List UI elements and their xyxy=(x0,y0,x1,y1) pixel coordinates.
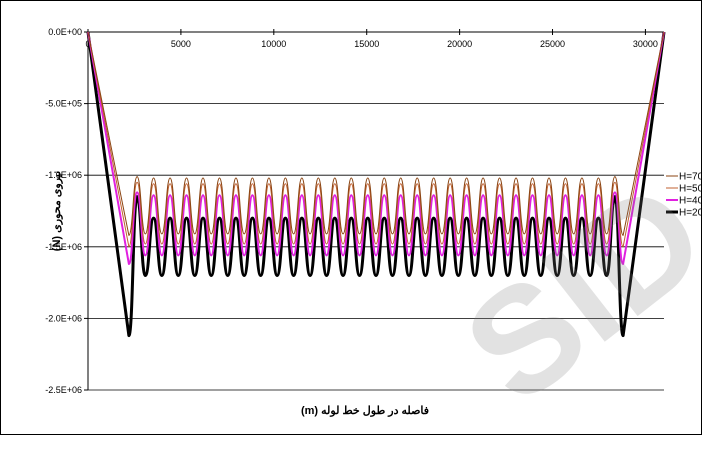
axes xyxy=(87,31,664,390)
series-line-h-50m xyxy=(87,31,665,248)
chart: 0.0E+00 -5.0E+05 -1.0E+06 -1.5E+06 -2.0E+06 -… xyxy=(0,0,702,435)
x-tick-label: 0 xyxy=(85,39,90,49)
legend-label: H=40m xyxy=(679,196,702,207)
x-tick-label: 30000 xyxy=(633,39,658,49)
series-line-h-40m xyxy=(87,31,665,265)
series-line-h-20m xyxy=(86,31,666,338)
legend: H=70mH=50mH=40mH=20m xyxy=(666,172,702,219)
y-tick-label: -1.5E+06 xyxy=(45,242,82,252)
y-tick-label: 0.0E+00 xyxy=(48,27,82,37)
series-lines xyxy=(86,31,666,338)
x-tick-label: 20000 xyxy=(447,39,472,49)
x-tick-label: 5000 xyxy=(171,39,191,49)
y-tick-label: -5.0E+05 xyxy=(45,99,82,109)
x-tick-label: 10000 xyxy=(261,39,286,49)
y-tick-label: -2.0E+06 xyxy=(45,313,82,323)
x-tick-label: 15000 xyxy=(354,39,379,49)
series-line-h-70m xyxy=(87,31,665,236)
legend-label: H=50m xyxy=(679,184,702,195)
y-tick-label: -1.0E+06 xyxy=(45,170,82,180)
y-axis-title: نیروی محوری (N) xyxy=(51,171,63,251)
legend-label: H=70m xyxy=(679,172,702,183)
y-tick-labels: 0.0E+00 -5.0E+05 -1.0E+06 -1.5E+06 -2.0E+06 -… xyxy=(45,27,82,395)
x-tick-label: 25000 xyxy=(540,39,565,49)
y-tick-label: -2.5E+06 xyxy=(45,385,82,395)
legend-label: H=20m xyxy=(679,208,702,219)
x-axis-title: فاصله در طول خط لوله (m) xyxy=(301,405,429,417)
